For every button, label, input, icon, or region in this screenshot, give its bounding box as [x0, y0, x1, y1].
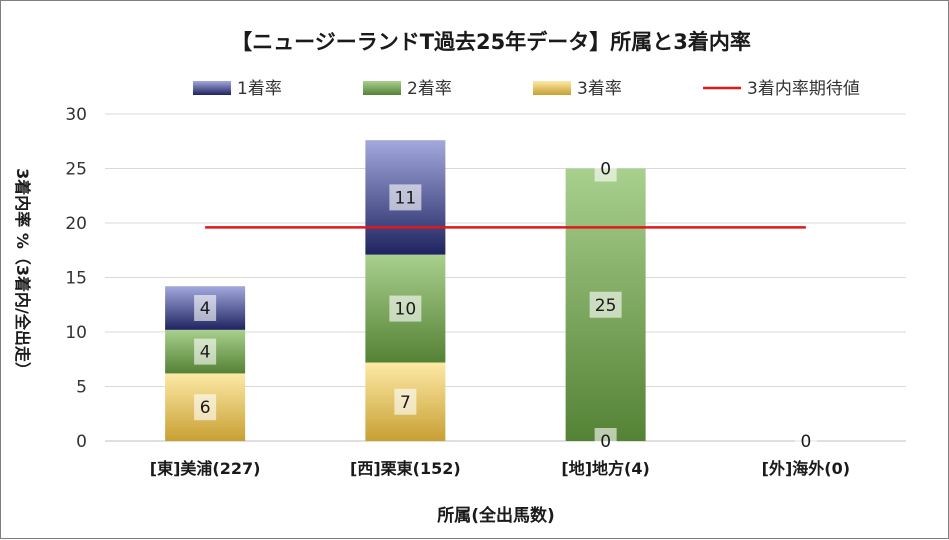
y-axis-label: 3着内率 %（3着内/全出走）: [13, 168, 32, 378]
x-category-label-3: [外]海外(0): [762, 459, 850, 478]
legend: 1着率 2着率 3着率 3着内率期待値: [193, 79, 860, 99]
y-tick-label: 25: [65, 160, 87, 180]
data-label-1着率-2: 0: [600, 160, 611, 180]
data-labels: 6 4 4 7 10 11 0 25 0 0: [194, 155, 817, 454]
legend-swatch-1着率: [193, 81, 231, 95]
data-label-bg: [389, 184, 422, 211]
data-label-bg: [594, 155, 617, 182]
y-tick-label: 10: [65, 323, 87, 343]
data-label-3着率-1: 7: [400, 393, 411, 413]
legend-label-3着率: 3着率: [577, 79, 622, 99]
data-label-2着率-2: 25: [595, 296, 617, 316]
data-label-bg: [794, 428, 817, 454]
data-label-3着率-0: 6: [200, 398, 211, 418]
y-tick-label: 0: [76, 432, 87, 452]
data-label-1着率-1: 11: [395, 188, 417, 208]
y-tick-label: 5: [76, 378, 87, 398]
data-label-bg: [589, 291, 622, 318]
data-label-2着率-0: 4: [200, 343, 211, 363]
x-category-label-1: [西]栗東(152): [350, 459, 461, 478]
y-tick-label: 20: [65, 214, 87, 234]
data-label-1着率-0: 4: [200, 299, 211, 319]
data-label-3着率-3: 0: [800, 432, 811, 452]
data-label-bg: [194, 394, 217, 421]
legend-label-1着率: 1着率: [237, 79, 282, 99]
y-tick-label: 30: [65, 105, 87, 125]
legend-label-expected-line: 3着内率期待値: [747, 79, 860, 99]
chart-title: 【ニュージーランドT過去25年データ】所属と3着内率: [231, 30, 751, 54]
legend-label-2着率: 2着率: [407, 79, 452, 99]
data-label-bg: [389, 295, 422, 322]
legend-swatch-3着率: [533, 81, 571, 95]
x-category-label-2: [地]地方(4): [561, 459, 649, 478]
data-label-3着率-2: 0: [600, 432, 611, 452]
data-label-bg: [194, 338, 217, 365]
data-label-bg: [394, 388, 417, 415]
y-axis-ticks: 0 5 10 15 20 25 30: [65, 105, 87, 452]
x-category-label-0: [東]美浦(227): [150, 459, 261, 478]
x-axis-categories: [東]美浦(227) [西]栗東(152) [地]地方(4) [外]海外(0): [150, 459, 850, 478]
y-tick-label: 15: [65, 269, 87, 289]
data-label-bg: [594, 428, 617, 454]
legend-swatch-2着率: [363, 81, 401, 95]
x-axis-label: 所属(全出馬数): [437, 505, 555, 526]
data-label-2着率-1: 10: [395, 300, 417, 320]
data-label-bg: [194, 295, 217, 322]
